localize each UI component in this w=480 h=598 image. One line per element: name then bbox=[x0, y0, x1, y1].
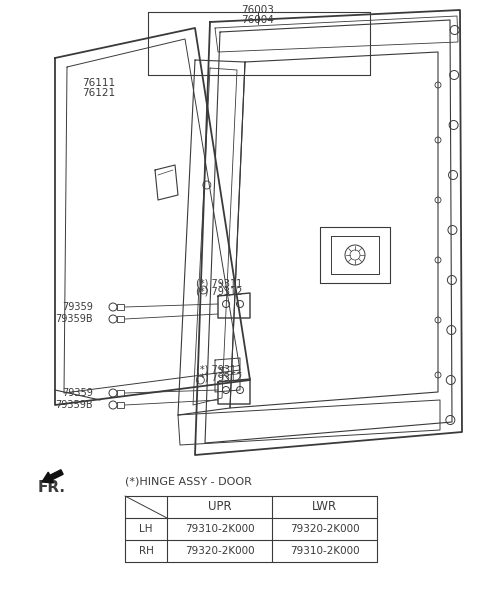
Text: 79359B: 79359B bbox=[55, 400, 93, 410]
Text: 79310-2K000: 79310-2K000 bbox=[290, 546, 360, 556]
Text: 76004: 76004 bbox=[241, 15, 275, 25]
Text: (*) 79312: (*) 79312 bbox=[196, 287, 242, 297]
Text: 79359: 79359 bbox=[62, 388, 93, 398]
Text: (*)HINGE ASSY - DOOR: (*)HINGE ASSY - DOOR bbox=[125, 476, 252, 486]
Text: 79310-2K000: 79310-2K000 bbox=[185, 524, 254, 534]
Text: 76111: 76111 bbox=[82, 78, 115, 88]
Text: (*) 79312: (*) 79312 bbox=[196, 373, 242, 383]
FancyArrow shape bbox=[42, 470, 63, 483]
Text: LWR: LWR bbox=[312, 501, 337, 514]
Text: (*) 79311: (*) 79311 bbox=[196, 364, 242, 374]
Text: RH: RH bbox=[139, 546, 154, 556]
Text: FR.: FR. bbox=[38, 480, 66, 495]
Text: LH: LH bbox=[139, 524, 153, 534]
Text: (*) 79311: (*) 79311 bbox=[196, 278, 242, 288]
Text: UPR: UPR bbox=[208, 501, 231, 514]
Text: 79359: 79359 bbox=[62, 302, 93, 312]
Text: 76003: 76003 bbox=[241, 5, 275, 15]
Text: 79320-2K000: 79320-2K000 bbox=[290, 524, 360, 534]
Text: 76121: 76121 bbox=[82, 88, 115, 98]
Text: 79320-2K000: 79320-2K000 bbox=[185, 546, 254, 556]
Text: 79359B: 79359B bbox=[55, 314, 93, 324]
